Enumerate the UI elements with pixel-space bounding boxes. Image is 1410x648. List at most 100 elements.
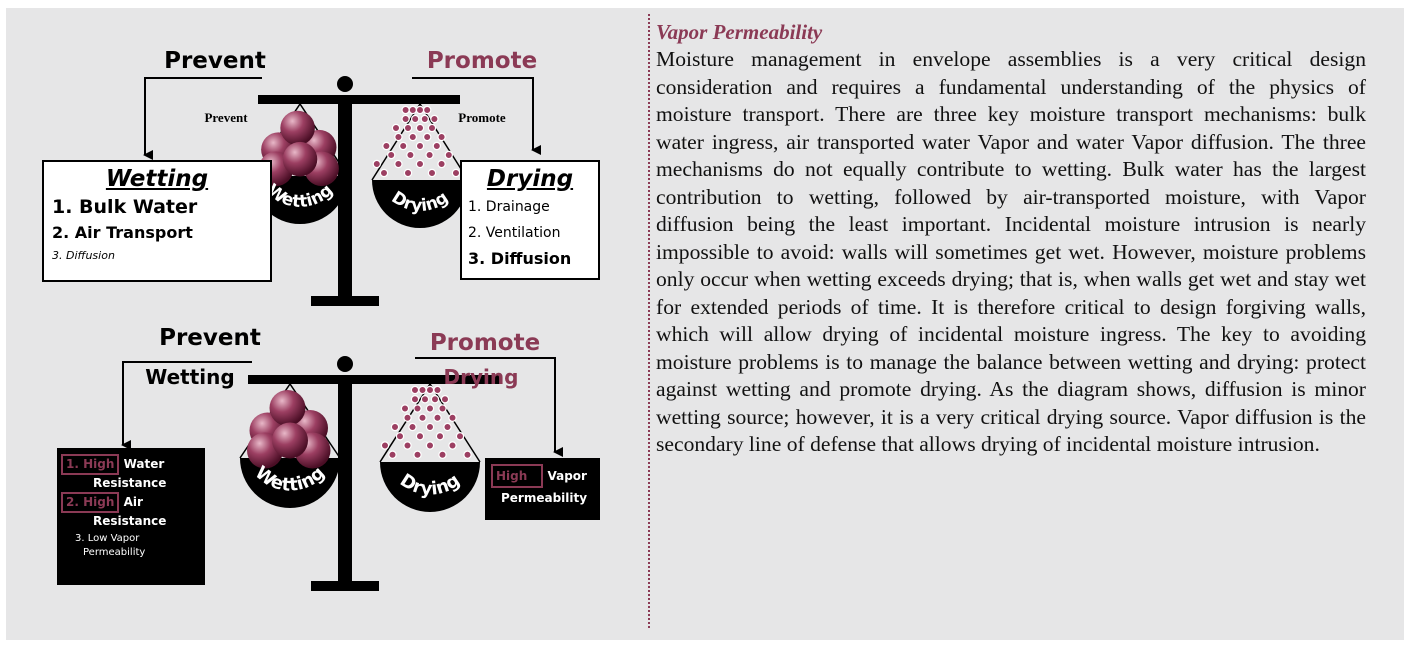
vapor-dot	[418, 385, 427, 395]
drying-box: Drying 1. Drainage 2. Ventilation 3. Dif…	[460, 160, 600, 280]
vapor-dot	[403, 441, 412, 450]
item-text: Resistance	[93, 514, 167, 528]
vapor-dot	[425, 441, 435, 450]
article-body: Moisture management in envelope assembli…	[656, 47, 1366, 456]
post	[338, 100, 352, 300]
balance-diagram: Prevent Promote Prevent Promote Wetting …	[121, 48, 563, 591]
item-text: Air	[123, 495, 143, 509]
arrow	[412, 77, 541, 155]
water-ball	[272, 422, 308, 459]
vapor-dot	[387, 150, 396, 160]
box-item: 3. Diffusion	[52, 249, 115, 262]
vapor-dot	[420, 114, 429, 124]
box-item: 2. Ventilation	[468, 225, 561, 241]
panel	[6, 8, 1404, 640]
box-item: 2. High Air	[61, 492, 201, 513]
vapor-dot	[423, 132, 432, 142]
vapor-dot	[432, 141, 441, 151]
arrow	[143, 77, 262, 160]
vapor-dot	[415, 432, 425, 441]
pan	[372, 180, 468, 228]
vapor-dot	[451, 168, 461, 178]
knob	[337, 76, 353, 92]
item-text: Permeability	[501, 491, 588, 505]
knob	[337, 356, 353, 372]
vapor-dot	[394, 159, 403, 169]
vapor-dot	[401, 114, 410, 124]
promote-label: Promote	[427, 48, 537, 74]
arrow	[415, 357, 563, 457]
wetting-box: Wetting 1. Bulk Water 2. Air Transport 3…	[42, 160, 272, 282]
vapor-dot	[433, 385, 442, 395]
box-title: Wetting	[105, 166, 209, 192]
vapor-dot	[420, 395, 430, 404]
drying-label: Drying	[444, 365, 519, 389]
base	[311, 581, 379, 591]
base	[311, 296, 379, 306]
prevent-label: Prevent	[159, 325, 261, 351]
vapor-dot	[380, 441, 390, 450]
vapor-dot	[399, 141, 408, 151]
vapor-dot	[437, 159, 446, 169]
drying-box: High Vapor Permeability	[485, 458, 600, 520]
pan	[240, 458, 340, 508]
vapor-dot	[382, 141, 391, 151]
vapor-dot	[394, 132, 403, 142]
vapor-dot	[427, 168, 437, 178]
vapor-dot	[443, 422, 452, 432]
high-tag: High	[491, 464, 544, 488]
vapor-dot	[418, 413, 427, 422]
wetting-box: 1. High Water Resistance 2. High Air Res…	[57, 448, 205, 585]
article: Vapor Permeability Moisture management i…	[656, 18, 1366, 459]
box-item: 1. High Water	[61, 454, 201, 475]
article-title: Vapor Permeability	[656, 20, 823, 44]
high-tag: 1. High	[61, 454, 120, 475]
vapor-dot	[408, 105, 417, 115]
box-item: 2. Air Transport	[52, 223, 193, 242]
vapor-dot	[425, 422, 435, 432]
pan	[252, 176, 348, 224]
vapor-dot	[437, 132, 446, 142]
vapor-dot	[425, 404, 435, 413]
vapor-dot	[403, 168, 413, 178]
pan	[380, 462, 480, 512]
pan-label: Promote	[458, 110, 506, 125]
vapor-dot	[440, 395, 450, 404]
vapor-dot	[415, 141, 425, 151]
box-item: 1. Bulk Water	[52, 196, 198, 218]
item-text: Resistance	[93, 476, 167, 490]
water-ball	[269, 390, 306, 426]
vapor-dot	[413, 450, 422, 459]
vapor-dot	[463, 450, 472, 459]
vapor-dot	[410, 395, 420, 404]
post	[338, 380, 352, 585]
item-text: Permeability	[83, 547, 146, 558]
divider	[648, 14, 650, 628]
vapor-dot	[395, 432, 405, 441]
pan-label: Prevent	[204, 110, 248, 125]
vapor-dot	[415, 159, 425, 169]
vapor-dot	[415, 123, 425, 133]
vapor-dot	[448, 413, 457, 422]
vapor-dot	[403, 123, 413, 133]
vapor-dot	[435, 432, 445, 441]
water-ball	[282, 141, 318, 177]
promote-label: Promote	[430, 330, 540, 356]
vapor-dot	[406, 150, 415, 160]
vapor-dot	[400, 404, 410, 413]
vapor-dot	[444, 150, 453, 160]
vapor-dot	[448, 441, 457, 450]
box-item: 1. Drainage	[468, 199, 550, 215]
vapor-dot	[430, 114, 439, 124]
vapor-dot	[408, 422, 417, 432]
vapor-dot	[425, 150, 434, 160]
box-item: High Vapor	[491, 464, 594, 488]
vapor-dot	[415, 105, 425, 115]
item-text: 3. Low Vapor	[75, 533, 140, 544]
box-item: 3. Diffusion	[468, 249, 572, 268]
vapor-dot	[438, 404, 447, 413]
vapor-dot	[411, 114, 420, 124]
vapor-dot	[372, 159, 381, 169]
box-title: Drying	[486, 166, 574, 192]
vapor-dot	[403, 413, 412, 422]
